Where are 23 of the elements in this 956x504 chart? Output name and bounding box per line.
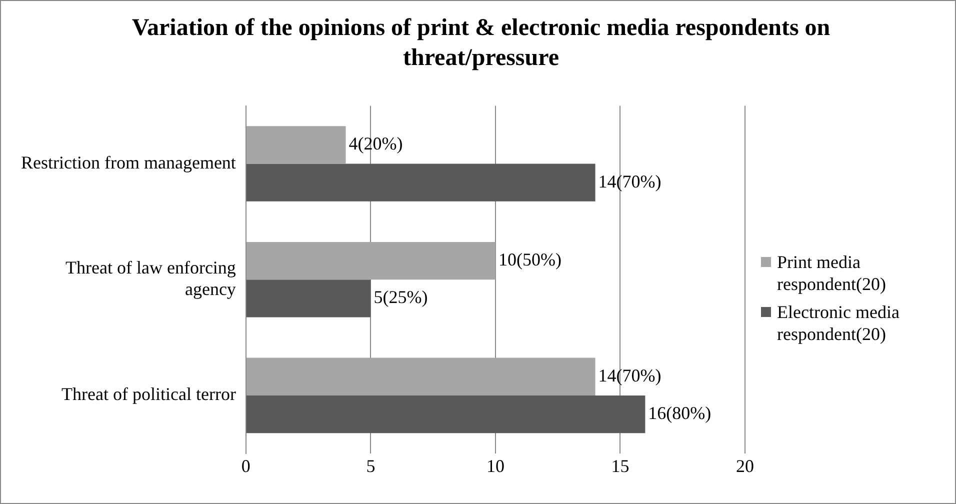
data-label: 5(25%)	[374, 287, 428, 308]
bar	[246, 126, 346, 164]
bar	[246, 242, 496, 280]
x-tick-label: 5	[366, 456, 376, 476]
chart-title: Variation of the opinions of print & electronic media respondents on threat/pressure	[131, 14, 831, 73]
x-tick-label: 15	[611, 456, 630, 476]
legend-label: Print media respondent(20)	[777, 251, 887, 295]
data-label: 14(70%)	[598, 171, 662, 192]
bar	[246, 280, 371, 318]
x-tick-label: 20	[736, 456, 754, 476]
y-tick-label: Threat of law enforcing agency	[66, 258, 236, 300]
y-tick-label: Restriction from management	[21, 152, 236, 172]
data-label: 14(70%)	[598, 365, 662, 386]
data-label: 16(80%)	[648, 403, 712, 424]
legend-label: Electronic media respondent(20)	[777, 301, 900, 345]
x-tick-label: 0	[241, 456, 250, 476]
bar	[246, 395, 646, 434]
bar	[246, 358, 596, 396]
data-label: 10(50%)	[498, 250, 562, 270]
x-tick-label: 10	[486, 456, 504, 476]
y-tick-label: Threat of political terror	[62, 384, 236, 404]
bar	[246, 164, 596, 202]
data-label: 4(20%)	[348, 134, 403, 154]
